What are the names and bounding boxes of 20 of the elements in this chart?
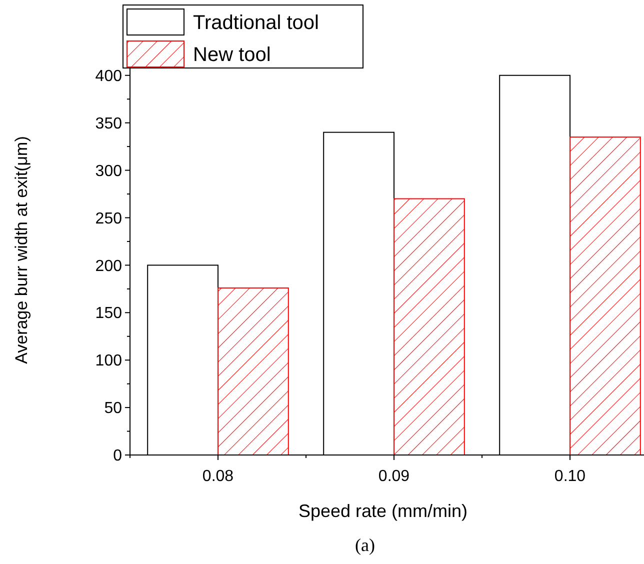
- y-tick-label: 200: [95, 258, 122, 275]
- y-tick-label: 250: [95, 210, 122, 228]
- bar: [218, 287, 289, 456]
- y-tick-label: 50: [104, 400, 122, 418]
- text: (a): [355, 535, 375, 555]
- legend-label: New tool: [193, 44, 271, 66]
- y-tick-label: 100: [95, 352, 122, 370]
- y-axis-title: Average burr width at exit(μm): [12, 136, 31, 364]
- legend-label: Tradtional tool: [193, 12, 319, 34]
- y-tick-label: 0: [113, 448, 122, 465]
- y-tick-label: 400: [95, 68, 122, 85]
- y-tick-label: 350: [95, 115, 122, 132]
- y-tick-label: 150: [95, 305, 122, 322]
- x-tick-label: 0.10: [554, 468, 586, 485]
- y-tick-label: 300: [95, 162, 122, 180]
- bar: [570, 136, 641, 456]
- x-tick-label: 0.08: [202, 468, 234, 485]
- bar: [394, 198, 465, 456]
- x-tick-label: 0.09: [378, 468, 410, 485]
- x-axis-title: Speed rate (mm/min): [298, 501, 468, 521]
